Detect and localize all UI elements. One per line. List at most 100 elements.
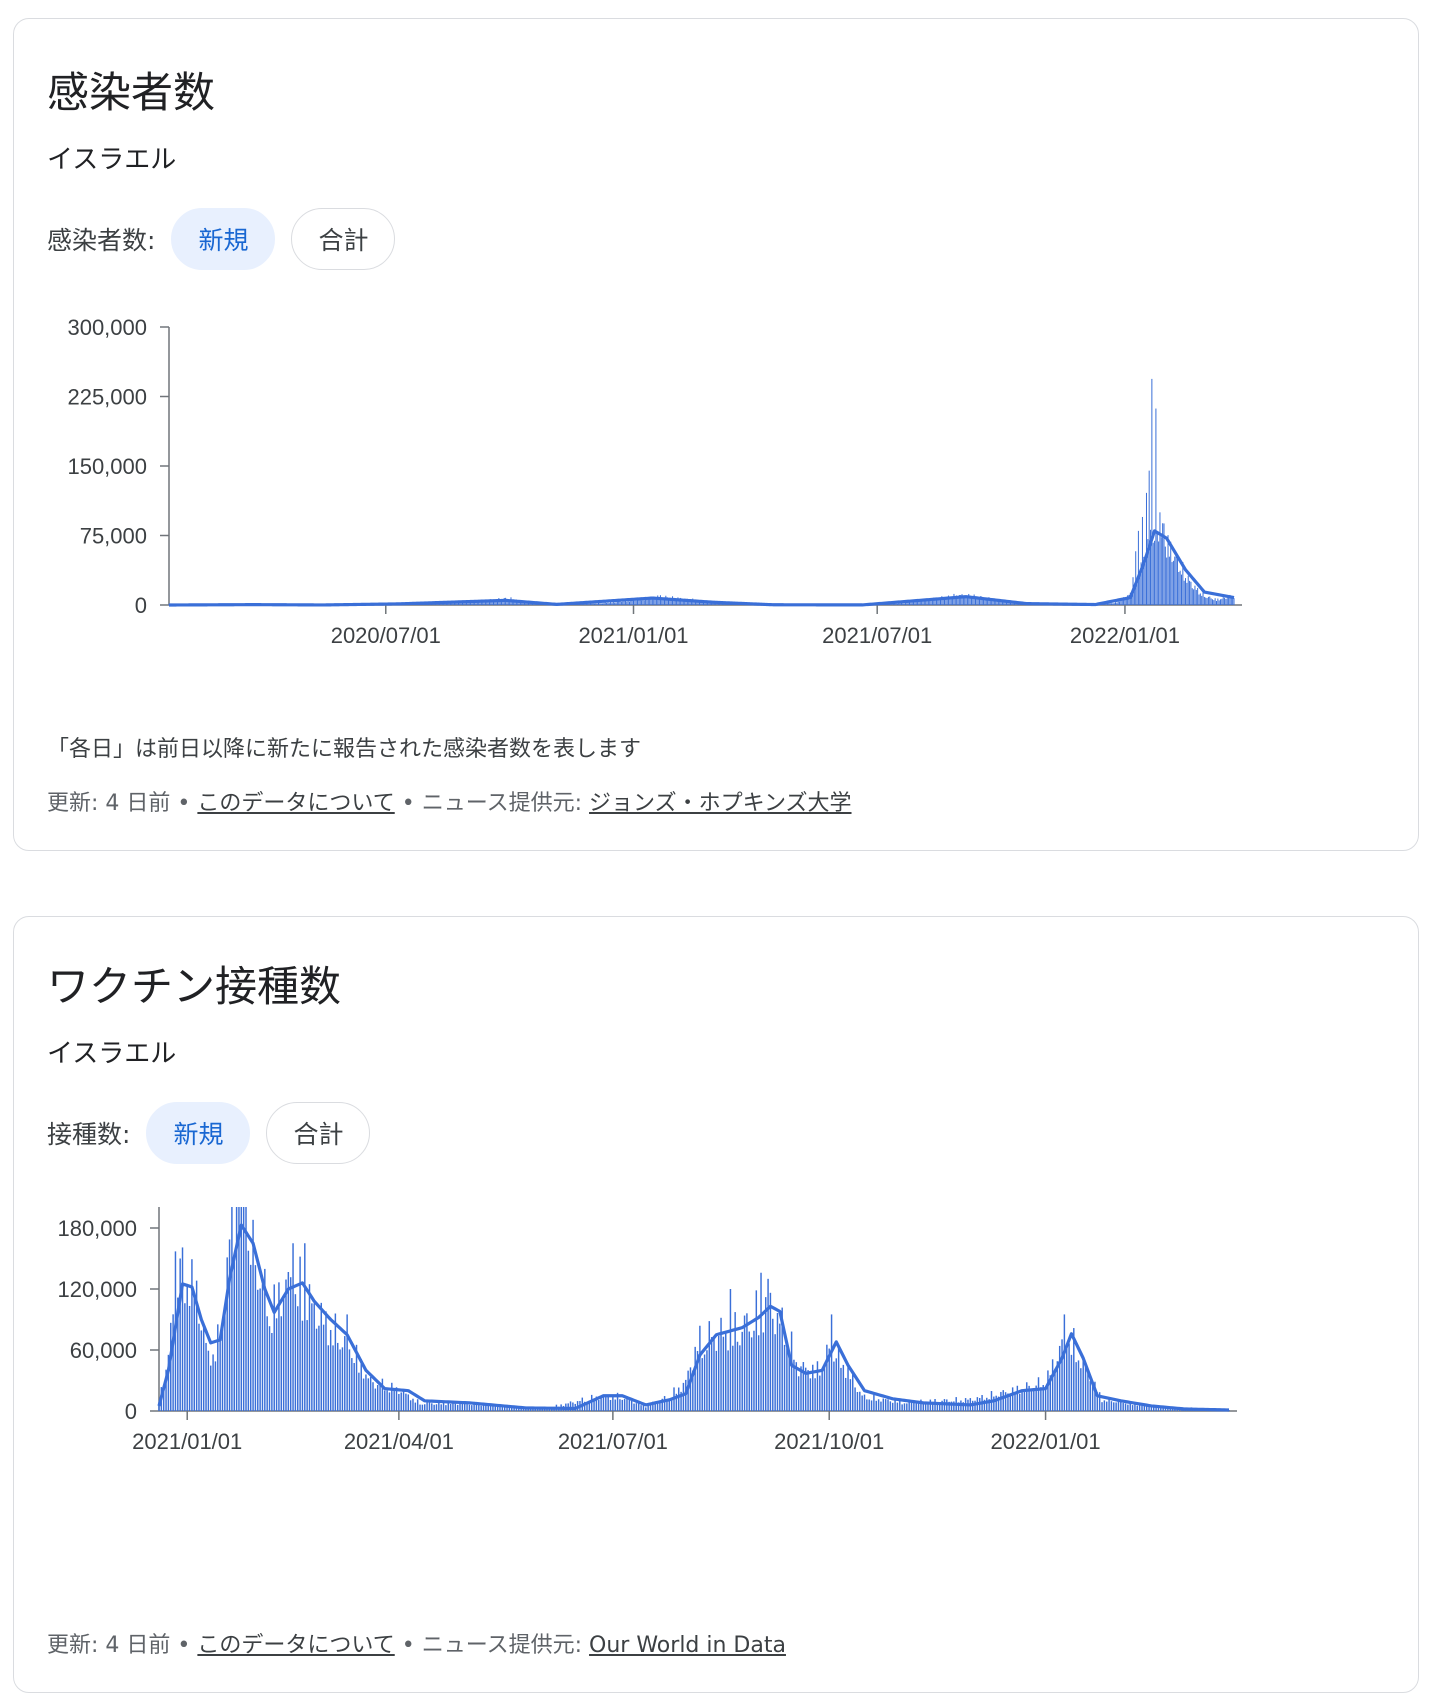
vaccine-bar — [513, 1406, 515, 1411]
vaccine-bar — [703, 1354, 706, 1411]
vaccine-new-button[interactable]: 新規 — [146, 1102, 251, 1164]
vaccine-bar — [301, 1320, 304, 1411]
vaccine-bar — [804, 1367, 807, 1411]
cases-bar — [1014, 602, 1016, 605]
vaccine-bar — [802, 1362, 805, 1411]
vaccine-bar — [889, 1401, 892, 1411]
cases-bar — [934, 599, 936, 605]
cases-bar — [894, 603, 896, 605]
cases-bar — [529, 603, 531, 605]
cases-bar — [1116, 602, 1118, 605]
vaccine-bar — [224, 1310, 226, 1411]
cases-bar — [921, 599, 923, 605]
cases-bar — [1160, 537, 1162, 605]
vaccine-bar — [186, 1283, 188, 1411]
vaccine-bar — [612, 1395, 614, 1411]
cases-bar — [514, 600, 516, 605]
vaccine-bar — [181, 1247, 184, 1411]
cases-bar — [895, 603, 897, 605]
vaccine-bar — [492, 1406, 494, 1411]
vaccine-bar — [454, 1403, 457, 1411]
cases-bar — [1121, 599, 1123, 605]
vaccine-bar — [266, 1316, 268, 1411]
vaccine-bar — [1063, 1314, 1066, 1411]
cases-bar — [985, 597, 987, 605]
cases-bar — [927, 599, 929, 605]
vaccine-bar — [614, 1399, 616, 1411]
cases-bar — [464, 602, 466, 605]
cases-bar — [491, 600, 493, 605]
cases-bar — [633, 599, 635, 605]
cases-x-tick-label: 2021/01/01 — [578, 623, 688, 648]
cases-bar — [1206, 598, 1208, 605]
vaccine-about-link[interactable]: このデータについて — [197, 1633, 395, 1658]
cases-new-button[interactable]: 新規 — [171, 208, 276, 270]
vaccine-source-link[interactable]: Our World in Data — [589, 1633, 786, 1658]
vaccine-bar — [583, 1401, 586, 1411]
vaccine-bar — [760, 1272, 762, 1411]
cases-about-link[interactable]: このデータについて — [197, 791, 395, 816]
cases-bar — [915, 601, 917, 605]
vaccine-bar — [238, 1207, 240, 1411]
vaccine-bar — [764, 1297, 767, 1411]
vaccine-bar — [1096, 1392, 1099, 1411]
vaccine-bar — [188, 1305, 191, 1411]
cases-bar — [1115, 602, 1117, 605]
vaccine-y-tick-label: 0 — [125, 1399, 137, 1424]
cases-bar — [923, 601, 925, 605]
cases-bar — [1137, 530, 1139, 605]
vaccine-bar — [275, 1318, 278, 1411]
cases-bar — [1133, 588, 1135, 605]
vaccine-chart[interactable]: 060,000120,000180,000240,0002021/01/0120… — [14, 1207, 1418, 1607]
cases-bar — [486, 600, 488, 605]
cases-bar — [996, 600, 998, 605]
vaccine-bar — [198, 1323, 200, 1411]
vaccine-bar — [322, 1324, 325, 1411]
cases-bar — [641, 600, 643, 605]
vaccine-bar — [327, 1345, 330, 1411]
vaccine-bar — [1047, 1370, 1049, 1411]
cases-bar — [637, 599, 639, 605]
vaccine-bar — [202, 1325, 205, 1411]
vaccine-bar — [586, 1401, 588, 1411]
cases-bar — [960, 594, 962, 605]
vaccine-bar — [456, 1404, 459, 1411]
cases-total-button[interactable]: 合計 — [291, 208, 396, 270]
cases-bar — [1003, 601, 1005, 605]
vaccine-bar — [927, 1403, 929, 1411]
cases-bar — [1233, 598, 1235, 605]
vaccine-bar — [1136, 1405, 1139, 1411]
cases-bar — [1211, 599, 1213, 605]
vaccine-total-button[interactable]: 合計 — [266, 1102, 371, 1164]
cases-bar — [1168, 556, 1170, 605]
cases-bar — [1128, 594, 1130, 605]
cases-bar — [1198, 594, 1200, 605]
cases-bar — [474, 602, 476, 605]
vaccine-bar — [511, 1406, 513, 1411]
vaccine-bar — [854, 1387, 856, 1411]
cases-bar — [693, 601, 695, 605]
vaccine-bar — [501, 1407, 504, 1411]
vaccine-bar — [532, 1408, 534, 1411]
vaccine-bar — [1042, 1385, 1044, 1411]
cases-bar — [1193, 589, 1195, 605]
cases-bar — [1158, 541, 1160, 605]
cases-bar — [1119, 601, 1121, 605]
vaccine-bar — [710, 1337, 713, 1411]
vaccine-bar — [668, 1399, 671, 1411]
cases-bar — [906, 601, 908, 605]
cases-bar — [1000, 599, 1002, 605]
cases-bar — [1105, 603, 1107, 605]
vaccine-bar — [652, 1401, 654, 1411]
cases-source-link[interactable]: ジョンズ・ホプキンズ大学 — [589, 791, 852, 816]
vaccine-bar — [983, 1399, 986, 1411]
cases-chart[interactable]: 0 75,000 150,000 225,000 300,000 2020/07/01 20… — [14, 309, 1418, 709]
cases-bar — [983, 597, 985, 605]
vaccine-bar — [953, 1401, 955, 1411]
cases-bar — [944, 599, 946, 605]
cases-bar — [607, 602, 609, 605]
cases-bar — [917, 601, 919, 605]
vaccine-bar — [913, 1402, 915, 1411]
vaccine-bar — [386, 1390, 388, 1411]
cases-bar — [527, 602, 529, 605]
